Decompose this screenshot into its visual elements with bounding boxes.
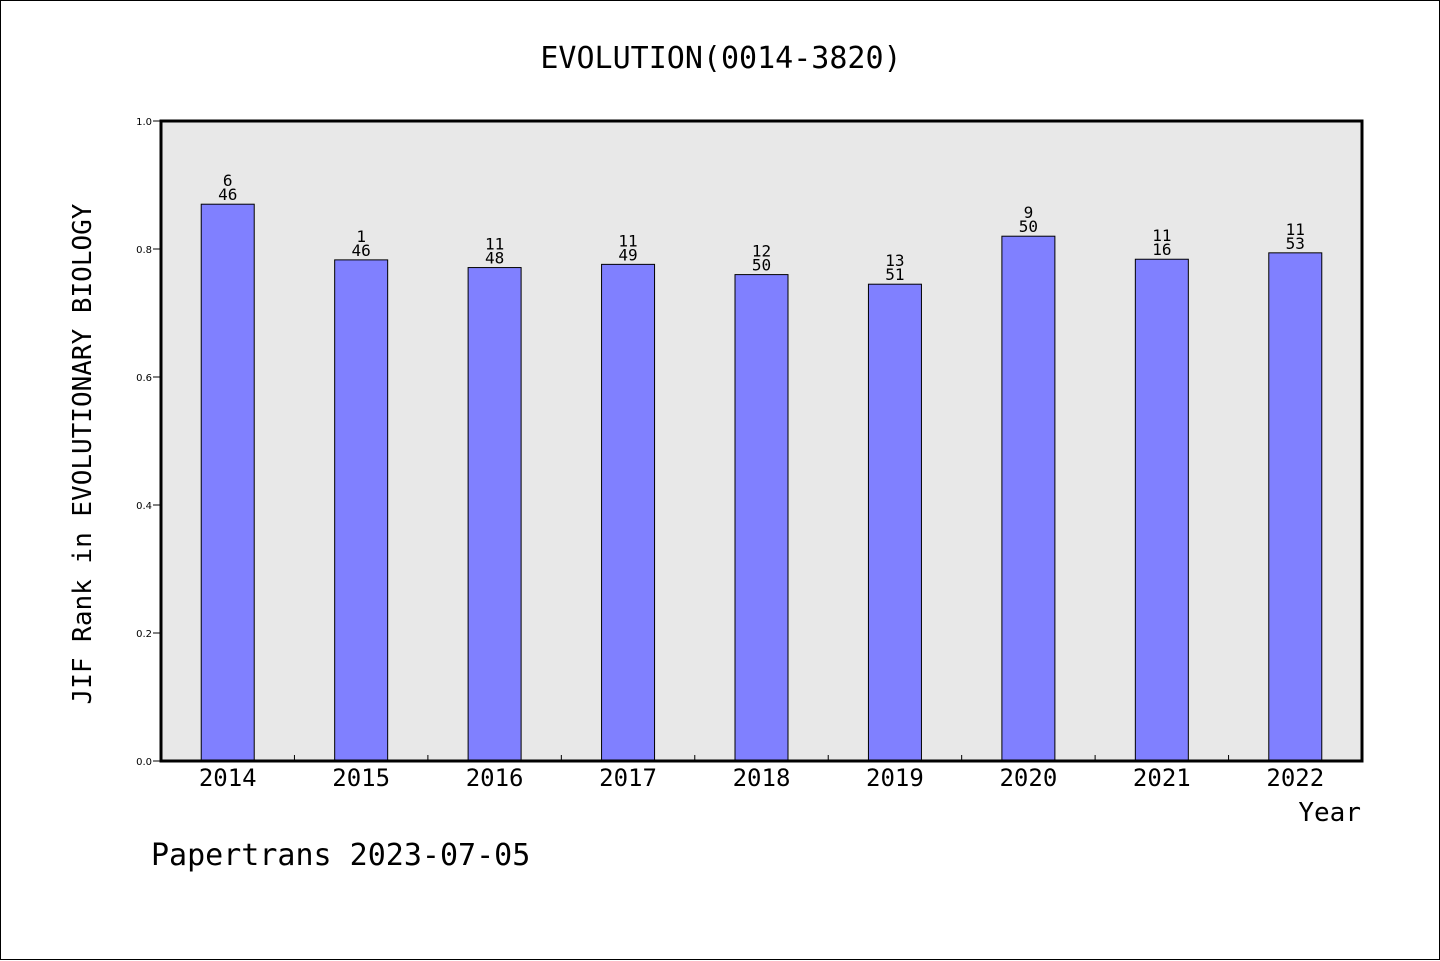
x-axis-label: Year [1298,798,1361,828]
bar-2014 [200,203,255,762]
bar-2019 [867,283,922,762]
x-axis-ticks: 2014 2015 2016 2017 2018 2019 2020 2021 2022 [199,755,1324,792]
x-tick-label-2019: 2019 [866,764,924,792]
bar-2018 [734,274,789,762]
bar-2015 [334,259,389,762]
bar-total-label-2014: 46 [218,185,237,204]
bar-total-label-2022: 53 [1286,234,1305,253]
bar-rank-label-2018: 12 [752,242,771,261]
bar-rank-label-2016: 11 [485,235,504,254]
bar-rank-label-2019: 13 [885,251,904,270]
y-tick-label-0.2: 0.2 [136,629,152,640]
bar-rank-label-2021: 11 [1152,226,1171,245]
plot-border [159,119,1364,763]
bars-group [200,203,1323,762]
bar-2021 [1134,258,1189,762]
bar-total-label-2017: 49 [618,245,637,264]
y-tick-label-0.4: 0.4 [136,501,152,512]
y-tick-label-0.0: 0.0 [136,757,152,768]
x-tick-label-2020: 2020 [999,764,1057,792]
y-tick-label-0.6: 0.6 [136,373,152,384]
x-tick-label-2015: 2015 [332,764,390,792]
y-axis-ticks: 0.0 0.2 0.4 0.6 0.8 1.0 [136,117,161,768]
x-tick-label-2021: 2021 [1133,764,1191,792]
bar-rank-label-2020: 9 [1024,203,1034,222]
bar-2017 [601,263,656,762]
bar-total-label-2019: 51 [885,265,904,284]
bar-total-label-2018: 50 [752,256,771,275]
bar-rank-label-2014: 6 [223,171,233,190]
y-tick-label-0.8: 0.8 [136,245,152,256]
bar-total-label-2020: 50 [1019,217,1038,236]
y-tick-label-1.0: 1.0 [136,117,152,128]
chart-title: EVOLUTION(0014-3820) [540,41,901,76]
x-tick-label-2017: 2017 [599,764,657,792]
bar-total-label-2016: 48 [485,249,504,268]
bar-rank-label-2017: 11 [618,231,637,250]
bar-rank-label-2022: 11 [1286,220,1305,239]
y-axis-label: JIF Rank in EVOLUTIONARY BIOLOGY [68,203,98,704]
x-tick-label-2014: 2014 [199,764,257,792]
x-tick-label-2018: 2018 [733,764,791,792]
bar-total-label-2015: 46 [352,241,371,260]
bar-2020 [1001,235,1056,762]
x-tick-label-2016: 2016 [466,764,524,792]
bar-2016 [467,267,522,762]
bar-total-label-2021: 16 [1152,240,1171,259]
bar-2022 [1268,252,1323,762]
x-tick-label-2022: 2022 [1266,764,1324,792]
bar-rank-label-2015: 1 [356,227,366,246]
footer-credit: Papertrans 2023-07-05 [151,838,530,873]
